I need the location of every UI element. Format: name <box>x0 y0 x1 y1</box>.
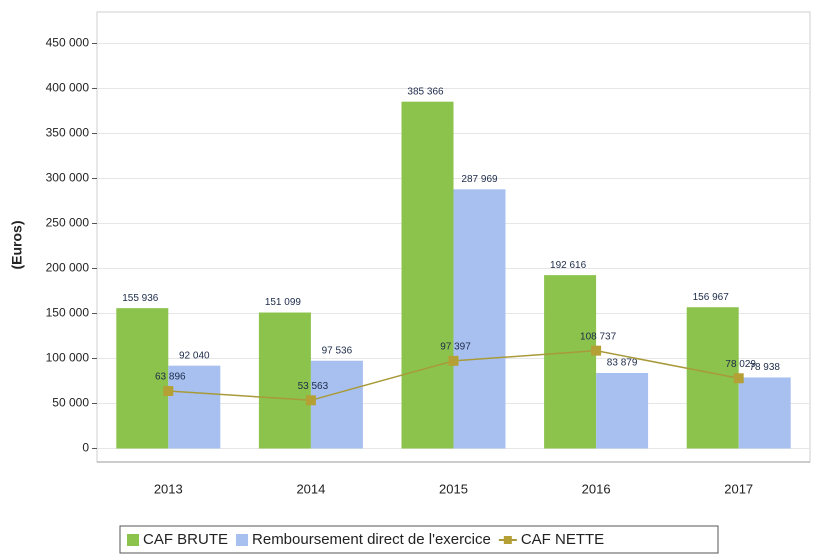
legend-label: Remboursement direct de l'exercice <box>252 531 491 548</box>
bar <box>258 312 311 449</box>
y-tick-label: 300 000 <box>46 171 90 185</box>
bar <box>168 365 221 449</box>
bar <box>453 189 506 449</box>
bar <box>401 101 454 449</box>
legend-box <box>119 525 719 554</box>
value-label: 78 029 <box>725 359 756 370</box>
bar <box>596 373 649 449</box>
legend-marker <box>503 536 512 544</box>
bar <box>738 377 791 449</box>
x-tick-label: 2014 <box>296 481 325 496</box>
value-label: 97 397 <box>440 341 471 352</box>
y-tick-label: 350 000 <box>46 126 90 140</box>
value-label: 108 737 <box>580 331 617 342</box>
value-label: 78 938 <box>749 362 780 373</box>
line-marker <box>305 395 316 406</box>
bar <box>544 275 597 449</box>
value-label: 155 936 <box>122 293 159 304</box>
line-marker <box>733 373 744 384</box>
value-label: 151 099 <box>265 297 302 308</box>
bar <box>116 308 169 449</box>
value-label: 385 366 <box>407 86 444 97</box>
y-tick-label: 50 000 <box>52 396 89 410</box>
y-tick-label: 0 <box>82 441 89 455</box>
x-tick-label: 2015 <box>439 481 468 496</box>
y-tick-label: 450 000 <box>46 36 90 50</box>
legend-label: CAF BRUTE <box>143 531 228 548</box>
y-axis-label: (Euros) <box>9 221 25 270</box>
value-label: 192 616 <box>550 260 587 271</box>
y-tick-label: 400 000 <box>46 81 90 95</box>
y-tick-label: 100 000 <box>46 351 90 365</box>
line-marker <box>163 385 174 396</box>
legend-swatch <box>127 534 139 546</box>
bar <box>310 360 363 449</box>
value-label: 53 563 <box>298 381 329 392</box>
line-marker <box>448 355 459 366</box>
value-label: 97 536 <box>322 345 353 356</box>
value-label: 83 879 <box>607 358 638 369</box>
legend-swatch <box>236 534 249 546</box>
y-tick-label: 200 000 <box>46 261 90 275</box>
value-label: 63 896 <box>155 372 186 383</box>
line-marker <box>591 345 602 356</box>
value-label: 92 040 <box>179 350 210 361</box>
legend-label: CAF NETTE <box>521 531 604 548</box>
y-tick-label: 250 000 <box>46 216 90 230</box>
value-label: 287 969 <box>461 174 498 185</box>
x-tick-label: 2017 <box>724 481 753 496</box>
bar <box>686 307 739 449</box>
x-tick-label: 2016 <box>582 481 611 496</box>
y-tick-label: 150 000 <box>46 306 90 320</box>
value-label: 156 967 <box>693 292 730 303</box>
x-tick-label: 2013 <box>154 481 183 496</box>
